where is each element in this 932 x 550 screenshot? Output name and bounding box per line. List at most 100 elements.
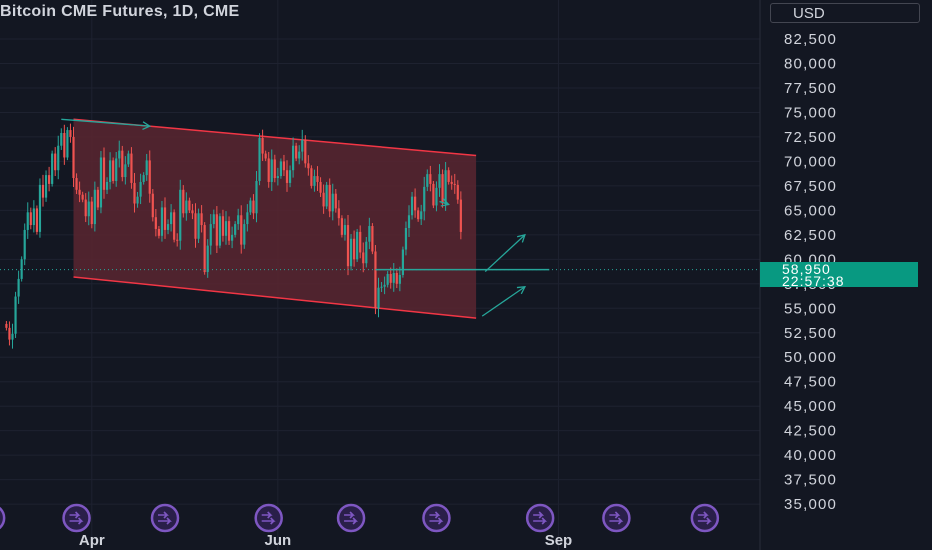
- arrow-head: [440, 198, 450, 207]
- event-marker-glyph: [261, 511, 276, 525]
- candle-body: [133, 182, 136, 204]
- event-marker-glyph: [697, 511, 712, 525]
- candle-body: [227, 221, 231, 241]
- candle-body: [243, 224, 246, 245]
- candle-body: [54, 153, 57, 171]
- descending-channel[interactable]: [73, 118, 477, 319]
- candle-body: [121, 150, 124, 178]
- arrow-head: [516, 233, 526, 243]
- candle-body: [417, 210, 420, 220]
- candle-body: [185, 200, 188, 214]
- candle-body: [81, 194, 84, 200]
- candle-body: [8, 327, 11, 340]
- event-marker-icon[interactable]: [0, 505, 6, 531]
- candle-body: [249, 200, 252, 213]
- event-marker-icon[interactable]: [150, 503, 180, 533]
- candle-body: [60, 133, 63, 146]
- candle-body: [401, 249, 404, 275]
- candle-body: [410, 196, 414, 216]
- candle-body: [130, 153, 133, 183]
- annotations[interactable]: [0, 118, 760, 317]
- candle-body: [163, 207, 167, 230]
- candle-body: [337, 208, 340, 219]
- chart-title: Bitcoin CME Futures, 1D, CME: [0, 3, 240, 20]
- last-price-label: 58,950 22:57:38: [760, 262, 918, 288]
- event-marker-icon[interactable]: [525, 503, 555, 533]
- candle-body: [218, 216, 221, 246]
- candle-body: [197, 213, 200, 239]
- candle-body: [349, 238, 353, 267]
- candle-body: [380, 286, 383, 288]
- time-tick-label: Sep: [545, 532, 573, 549]
- price-tick-label: 37,500: [784, 472, 837, 489]
- candle-body: [392, 273, 395, 283]
- candle-body: [78, 189, 81, 195]
- time-tick-label: Jun: [265, 532, 292, 549]
- event-marker-icon[interactable]: [690, 503, 720, 533]
- candle-body: [340, 218, 343, 235]
- candle-body: [371, 226, 374, 252]
- candle-body: [35, 208, 38, 232]
- price-tick-label: 82,500: [784, 31, 837, 48]
- candle-body: [395, 273, 398, 284]
- candle-body: [20, 259, 23, 279]
- candle-body: [276, 176, 279, 179]
- candle-body: [93, 189, 96, 225]
- candle-body: [453, 183, 456, 185]
- candle-body: [105, 181, 109, 190]
- candle-body: [377, 287, 380, 309]
- price-tick-label: 65,000: [784, 202, 837, 219]
- candle-body: [209, 224, 212, 246]
- candle-body: [435, 187, 438, 206]
- candle-body: [301, 139, 304, 152]
- candle-body: [432, 183, 435, 206]
- candle-body: [90, 201, 93, 225]
- candle-body: [154, 217, 157, 229]
- event-marker-glyph: [69, 511, 84, 525]
- candle-body: [246, 212, 249, 225]
- candle-body: [420, 211, 423, 220]
- event-markers[interactable]: [0, 503, 720, 533]
- candle-body: [151, 193, 154, 218]
- candle-body: [188, 200, 191, 211]
- price-tick-label: 35,000: [784, 496, 837, 513]
- candle-body: [221, 216, 225, 236]
- candle-body: [444, 170, 447, 204]
- event-marker-glyph: [533, 511, 548, 525]
- price-tick-label: 62,500: [784, 227, 837, 244]
- candle-body: [75, 178, 78, 190]
- candle-body: [441, 174, 444, 204]
- candle-body: [298, 151, 301, 159]
- candle-body: [206, 245, 209, 273]
- currency-button[interactable]: USD: [770, 3, 920, 23]
- candle-body: [331, 193, 334, 212]
- event-marker-icon[interactable]: [336, 503, 366, 533]
- candle-body: [362, 252, 365, 264]
- price-tick-label: 47,500: [784, 374, 837, 391]
- candle-body: [313, 176, 316, 186]
- event-marker-icon[interactable]: [62, 503, 91, 533]
- candle-body: [414, 196, 417, 211]
- candle-body: [231, 234, 234, 241]
- event-marker-icon[interactable]: [254, 503, 283, 533]
- candle-body: [282, 161, 286, 171]
- event-marker-icon[interactable]: [602, 503, 631, 533]
- candle-body: [224, 221, 228, 236]
- event-marker-glyph: [158, 511, 172, 525]
- candle-body: [368, 226, 371, 242]
- candle-body: [383, 284, 386, 287]
- candle-body: [212, 214, 215, 225]
- price-tick-label: 75,000: [784, 104, 837, 121]
- price-tick-label: 55,000: [784, 300, 837, 317]
- event-marker-icon[interactable]: [422, 503, 451, 533]
- candle-body: [407, 215, 411, 228]
- candle-body: [11, 333, 14, 340]
- candle-body: [261, 137, 264, 154]
- candle-body: [182, 189, 185, 214]
- candle-body: [66, 130, 69, 158]
- candle-body: [29, 212, 32, 226]
- time-axis[interactable]: Apr Jun Sep: [79, 532, 572, 549]
- price-tick-label: 50,000: [784, 349, 837, 366]
- candle-body: [423, 186, 426, 212]
